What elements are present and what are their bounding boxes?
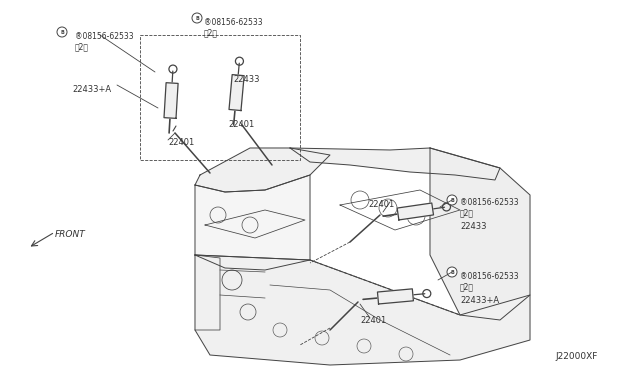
Text: B: B bbox=[450, 269, 454, 275]
Text: B: B bbox=[195, 16, 199, 20]
Circle shape bbox=[57, 27, 67, 37]
Polygon shape bbox=[195, 148, 330, 192]
Text: 22433: 22433 bbox=[233, 75, 259, 84]
Text: J22000XF: J22000XF bbox=[555, 352, 597, 361]
Circle shape bbox=[447, 267, 457, 277]
Circle shape bbox=[447, 195, 457, 205]
Polygon shape bbox=[290, 148, 500, 180]
Polygon shape bbox=[164, 83, 178, 118]
Text: ®08156-62533
（2）: ®08156-62533 （2） bbox=[204, 18, 262, 38]
Polygon shape bbox=[397, 203, 433, 220]
Text: 22401: 22401 bbox=[360, 316, 387, 325]
Polygon shape bbox=[430, 148, 530, 320]
Polygon shape bbox=[229, 75, 244, 110]
Text: ®08156-62533
（2）: ®08156-62533 （2） bbox=[460, 198, 518, 217]
Circle shape bbox=[192, 13, 202, 23]
Polygon shape bbox=[195, 175, 310, 270]
Text: FRONT: FRONT bbox=[55, 230, 86, 239]
Text: 22433: 22433 bbox=[460, 222, 486, 231]
Text: ®08156-62533
（2）: ®08156-62533 （2） bbox=[75, 32, 134, 51]
Text: B: B bbox=[450, 198, 454, 202]
Text: ®08156-62533
（2）: ®08156-62533 （2） bbox=[460, 272, 518, 291]
Text: 22401: 22401 bbox=[368, 200, 394, 209]
Polygon shape bbox=[378, 289, 413, 304]
Text: 22401: 22401 bbox=[168, 138, 195, 147]
Text: 22401: 22401 bbox=[228, 120, 254, 129]
Text: B: B bbox=[60, 29, 64, 35]
Polygon shape bbox=[195, 255, 530, 365]
Text: 22433+A: 22433+A bbox=[72, 85, 111, 94]
Text: 22433+A: 22433+A bbox=[460, 296, 499, 305]
